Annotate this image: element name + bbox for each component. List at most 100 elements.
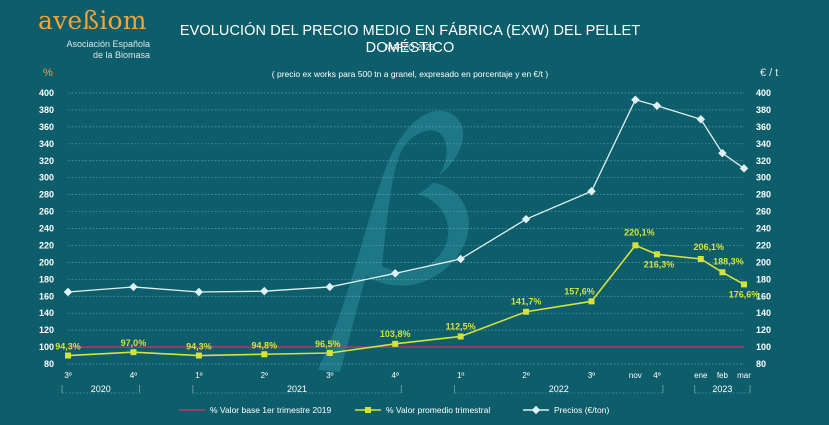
average-point <box>588 298 595 305</box>
chart-title: EVOLUCIÓN DEL PRECIO MEDIO EN FÁBRICA (E… <box>179 23 641 56</box>
logo-name: aveßiom <box>38 6 147 35</box>
legend-swatch-prices <box>523 405 549 415</box>
left-tick-label: 200 <box>39 257 54 267</box>
right-tick-label: 140 <box>756 308 771 318</box>
x-tick-label: 2º <box>261 371 268 380</box>
data-labels: 94,3% 97,0% 94,3% 94,8% 96,5% 103,8% 112,5% 141… <box>55 227 759 351</box>
legend-swatch-average <box>355 407 381 413</box>
right-tick-label: 160 <box>756 291 771 301</box>
year-label: 2021 <box>287 384 307 394</box>
right-tick-label: 220 <box>756 240 771 250</box>
average-data-label: 96,5% <box>315 339 341 349</box>
price-point <box>718 148 727 158</box>
price-point <box>129 282 138 292</box>
average-point <box>457 333 464 340</box>
average-data-label: 141,7% <box>511 297 542 307</box>
average-data-label: 176,6% <box>729 289 760 299</box>
left-tick-label: 100 <box>39 342 54 352</box>
average-line <box>67 244 745 357</box>
year-label: 2022 <box>549 384 569 394</box>
logo: aveßiom Asociación Española de la Biomas… <box>38 8 156 66</box>
x-tick-label: 3º <box>326 371 333 380</box>
left-tick-label: 80 <box>44 359 54 369</box>
average-data-label: 94,8% <box>252 340 278 350</box>
average-data-label: 103,8% <box>380 329 411 339</box>
right-tick-label: 120 <box>756 325 771 335</box>
left-tick-label: 260 <box>39 207 54 217</box>
x-tick-label: 2º <box>522 371 529 380</box>
average-point <box>65 352 71 359</box>
left-tick-label: 160 <box>39 291 54 301</box>
x-tick-label: nov <box>629 371 642 380</box>
left-tick-label: 380 <box>39 105 54 115</box>
price-point <box>390 269 400 278</box>
right-y-axis: 80 100 120 140 160 180 200 220 240 260 280 300 320 34… <box>756 88 771 369</box>
x-tick-label: 4º <box>392 371 399 380</box>
x-tick-label: 3º <box>64 371 71 380</box>
x-tick-label: 3º <box>588 371 595 380</box>
right-tick-label: 80 <box>756 359 766 369</box>
right-tick-label: 280 <box>756 190 771 200</box>
left-tick-label: 220 <box>39 240 54 250</box>
right-tick-label: 360 <box>756 122 771 132</box>
legend-label-base: % Valor base 1er trimestre 2019 <box>210 405 332 415</box>
year-label: 2020 <box>91 384 111 394</box>
legend-item-average: % Valor promedio trimestral <box>354 403 516 417</box>
average-data-label: 216,3% <box>644 259 675 269</box>
price-point <box>652 101 662 110</box>
x-tick-label: ene <box>694 371 708 380</box>
right-tick-label: 180 <box>756 274 771 284</box>
price-point <box>63 287 73 297</box>
right-tick-label: 300 <box>756 173 771 183</box>
average-data-label: 206,1% <box>694 242 725 252</box>
average-point <box>326 349 333 356</box>
price-point <box>521 214 531 224</box>
legend-label-average: % Valor promedio trimestral <box>386 405 491 415</box>
right-tick-label: 100 <box>756 342 771 352</box>
legend-item-prices: Precios (€/ton) <box>522 403 642 417</box>
price-point <box>587 186 596 196</box>
logo-subtitle-line-2: de la Biomasa <box>92 50 150 60</box>
x-tick-label: 4º <box>130 371 137 380</box>
logo-subtitle-line-1: Asociación Española <box>66 39 150 49</box>
left-tick-label: 340 <box>39 139 54 149</box>
left-tick-label: 280 <box>39 190 54 200</box>
chart-subtitle: MARZO 2023 <box>385 43 435 52</box>
average-point <box>261 351 268 358</box>
watermark-cutout <box>382 130 449 272</box>
price-line <box>67 99 745 293</box>
right-tick-label: 200 <box>756 257 771 267</box>
series-average <box>65 242 747 359</box>
left-axis-unit: % <box>43 67 53 79</box>
x-tick-label: 1º <box>457 371 464 380</box>
left-tick-label: 240 <box>39 224 54 234</box>
right-tick-label: 400 <box>756 88 771 98</box>
average-point <box>392 340 399 347</box>
left-tick-label: 320 <box>39 156 54 166</box>
year-label: 2023 <box>712 384 732 394</box>
x-axis: 3º 4º 1º 2º 3º 4º 1º 2º 3º nov 4º ene feb mar 2020 2021… <box>61 371 751 394</box>
right-axis-unit: € / t <box>760 67 779 79</box>
x-tick-label: 4º <box>653 371 660 380</box>
average-data-label: 94,3% <box>55 342 81 352</box>
average-point <box>130 349 137 356</box>
left-tick-label: 120 <box>39 325 54 335</box>
x-tick-label: 1º <box>195 371 202 380</box>
price-point <box>456 254 465 264</box>
x-tick-label: feb <box>717 371 729 380</box>
right-tick-label: 380 <box>756 105 771 115</box>
price-point <box>696 115 706 124</box>
price-point <box>325 282 335 292</box>
average-data-label: 188,3% <box>713 256 744 266</box>
right-tick-label: 320 <box>756 156 771 166</box>
legend-label-prices: Precios (€/ton) <box>554 405 610 415</box>
left-tick-label: 140 <box>39 308 54 318</box>
price-point <box>194 287 204 297</box>
beta-watermark <box>318 110 469 373</box>
price-point <box>631 95 640 105</box>
average-data-label: 97,0% <box>121 338 147 348</box>
right-tick-label: 340 <box>756 139 771 149</box>
x-tick-label: mar <box>737 371 751 380</box>
